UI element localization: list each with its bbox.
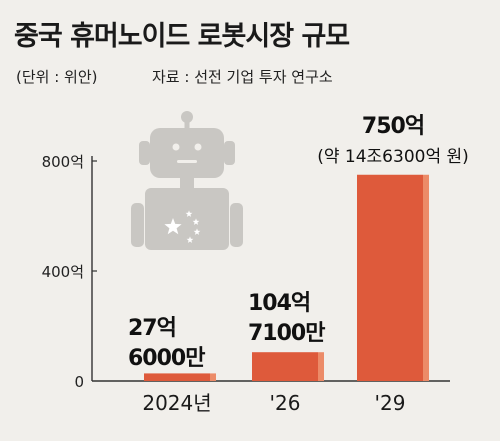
chart-labels: 2024년 '26 '29 27억 6000만 104억 7100만 750억 (약 14조63… (128, 114, 469, 415)
data-label: 750억 (362, 114, 424, 139)
unit-note: (단위 : 위안) (16, 68, 98, 86)
x-tick-label: '29 (375, 391, 406, 415)
data-label: 7100만 (248, 321, 325, 346)
small-star-icon (193, 228, 201, 235)
y-tick-label: 800억 (42, 153, 84, 171)
robot-icon (131, 111, 243, 250)
bar-side (423, 174, 429, 381)
small-star-icon (186, 236, 194, 243)
y-tick-label: 0 (74, 373, 84, 391)
data-label: 104억 (248, 291, 310, 316)
data-label-note: (약 14조6300억 원) (317, 147, 469, 167)
bar (357, 174, 423, 381)
small-star-icon (192, 218, 200, 225)
data-label: 6000만 (128, 346, 205, 371)
x-tick-label: 2024년 (142, 391, 211, 415)
china-flag-stars-icon (164, 210, 201, 243)
y-tick-label: 400억 (42, 263, 84, 281)
small-star-icon (185, 210, 193, 217)
bar-side (210, 373, 216, 381)
x-tick-label: '26 (270, 391, 301, 415)
bar (144, 373, 210, 381)
chart-bars (144, 174, 429, 381)
big-star-icon (164, 218, 182, 235)
bar-side (318, 352, 324, 381)
data-label: 27억 (128, 316, 176, 341)
bar (252, 352, 318, 381)
source-note: 자료 : 선전 기업 투자 연구소 (152, 68, 333, 86)
chart-title: 중국 휴머노이드 로봇시장 규모 (14, 21, 350, 52)
